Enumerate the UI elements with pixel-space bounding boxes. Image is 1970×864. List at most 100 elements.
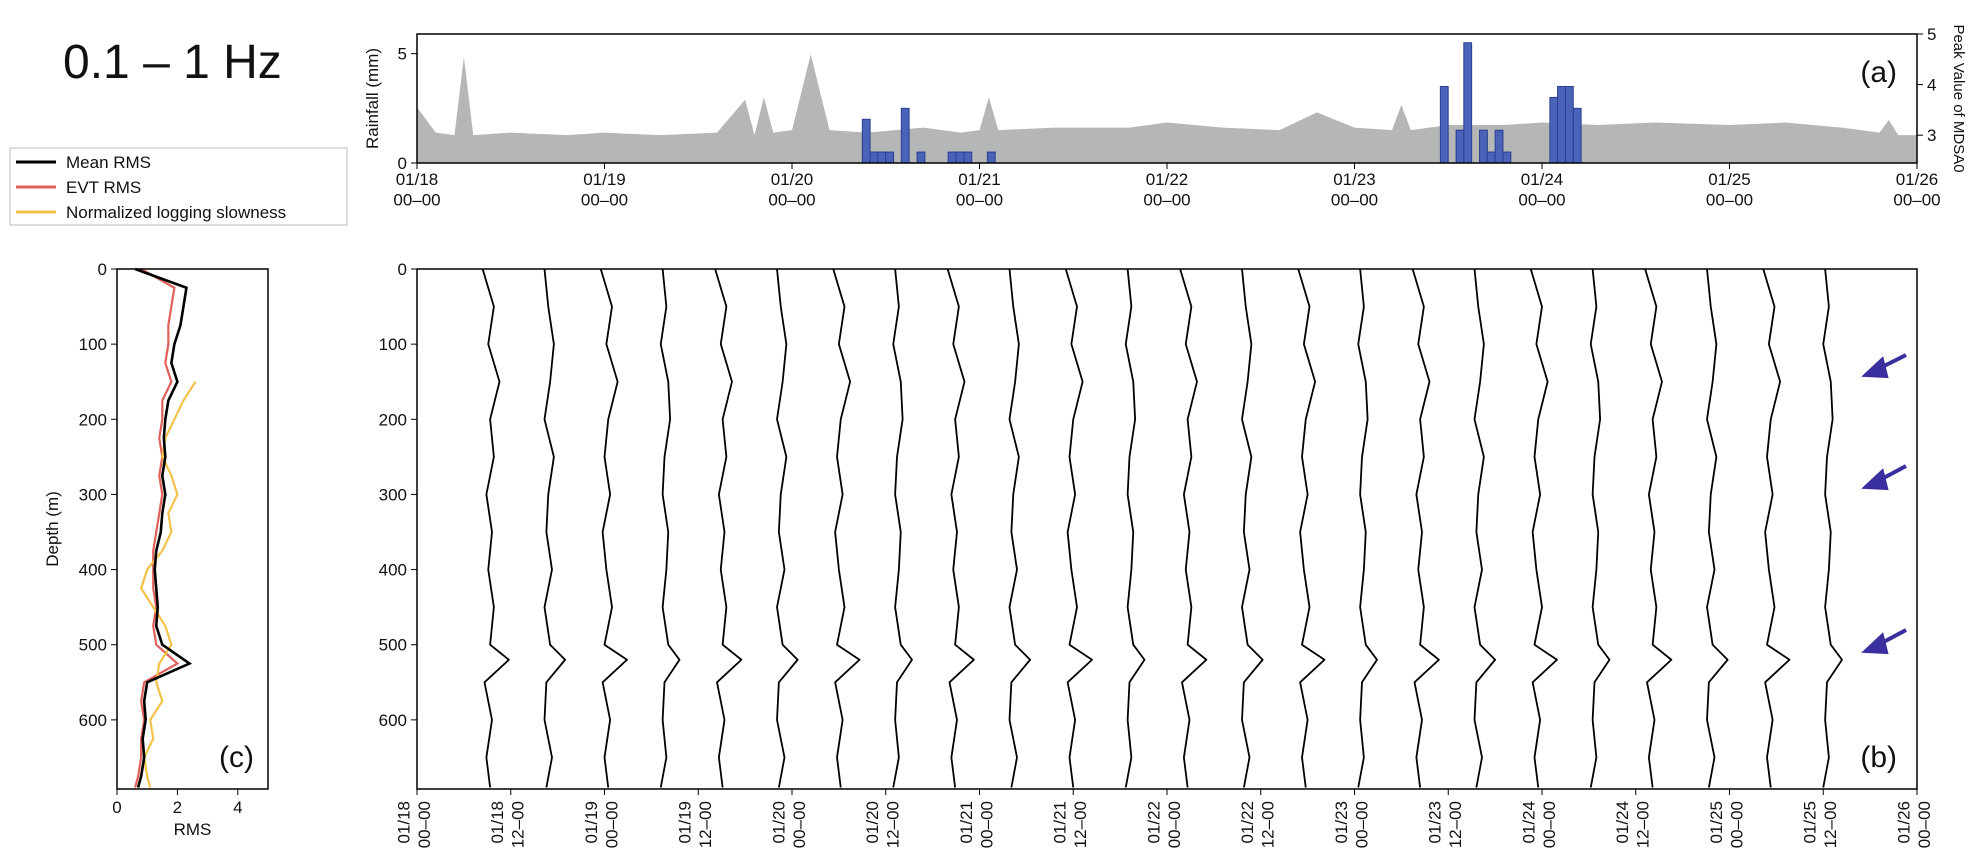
bar [1564, 85, 1574, 164]
label-line: 00–00 [1518, 190, 1565, 209]
x-tick-label: 01/1912–00 [676, 801, 715, 848]
x-tick-label: 01/2100–00 [957, 801, 996, 848]
label-line: 01/26 [1896, 170, 1939, 189]
label-line: 01/24 [1521, 170, 1564, 189]
label-line: 01/24 [1519, 801, 1538, 844]
line [134, 267, 193, 788]
label-line: 12–00 [696, 801, 715, 848]
legend-box [9, 147, 348, 226]
label-line: 12–00 [1259, 801, 1278, 848]
legend-label: EVT RMS [66, 178, 141, 197]
bar [955, 151, 965, 164]
bar [916, 151, 926, 164]
y-tick-label: 500 [379, 636, 407, 655]
bar [963, 151, 973, 164]
arrow-head [1861, 632, 1889, 655]
y2-tick-label: 3 [1927, 126, 1936, 145]
trace [892, 268, 913, 788]
bar [947, 151, 957, 164]
arrows [1861, 353, 1907, 655]
label-line: 12–00 [1446, 801, 1465, 848]
bar [1572, 107, 1582, 164]
x-tick-label: 01/1900–00 [582, 801, 621, 848]
label-line: 01/25 [1707, 801, 1726, 844]
trace [1473, 268, 1497, 788]
label-line: 00–00 [415, 801, 434, 848]
label-line: 00–00 [1893, 190, 1940, 209]
label-line: 01/21 [958, 170, 1001, 189]
x-tick-label: 01/2012–00 [863, 801, 902, 848]
label-line: 01/20 [863, 801, 882, 844]
label-line: 01/23 [1426, 801, 1445, 844]
trace [599, 268, 628, 788]
label-line: 01/19 [676, 801, 695, 844]
bar [869, 151, 879, 164]
bar [885, 151, 895, 164]
label-line: 12–00 [884, 801, 903, 848]
trace [1241, 268, 1264, 788]
label-line: 01/19 [582, 801, 601, 844]
label-line: 00–00 [1540, 801, 1559, 848]
line [139, 381, 197, 788]
label-line: 00–00 [977, 801, 996, 848]
label-line: 00–00 [1165, 801, 1184, 848]
y2-tick-label: 5 [1927, 25, 1936, 44]
y-tick-label: 500 [79, 636, 107, 655]
y-tick-label: 200 [79, 410, 107, 429]
label-line: 12–00 [1634, 801, 1653, 848]
x-tick-label: 01/2500–00 [1707, 801, 1746, 848]
bar [1494, 129, 1504, 164]
label-line: 01/22 [1146, 170, 1189, 189]
label-line: 00–00 [1352, 801, 1371, 848]
y-tick-label: 100 [379, 335, 407, 354]
trace [1179, 268, 1208, 788]
label-line: 00–00 [956, 190, 1003, 209]
trace [1411, 268, 1440, 788]
legend-label: Mean RMS [66, 153, 151, 172]
trace [832, 268, 861, 788]
panel-label: (a) [1860, 56, 1897, 89]
trace [946, 268, 975, 788]
label-line: 00–00 [1706, 190, 1753, 209]
label-line: 01/20 [769, 801, 788, 844]
label-line: 00–00 [393, 190, 440, 209]
trace [1762, 268, 1791, 788]
y-tick-label: 300 [79, 485, 107, 504]
label-line: 01/21 [1051, 801, 1070, 844]
label-line: 01/26 [1894, 801, 1913, 844]
trace [1297, 268, 1326, 788]
axes-frame [116, 268, 269, 790]
legend-label: Normalized logging slowness [66, 203, 286, 222]
trace [1589, 268, 1611, 788]
trace [481, 268, 510, 788]
label-line: 01/22 [1238, 801, 1257, 844]
x-axis-label: RMS [174, 820, 212, 839]
y-tick-label: 400 [79, 561, 107, 580]
x-tick-label: 01/2400–00 [1519, 801, 1558, 848]
x-tick-label: 01/2212–00 [1238, 801, 1277, 848]
y-tick-label: 0 [98, 260, 107, 279]
y2-tick-label: 4 [1927, 76, 1936, 95]
trace [714, 268, 743, 788]
label-line: 12–00 [1071, 801, 1090, 848]
label-line: 01/21 [957, 801, 976, 844]
y-tick-label: 600 [79, 711, 107, 730]
label-line: 01/24 [1613, 801, 1632, 844]
panel-label: (c) [219, 741, 254, 774]
label-line: 01/23 [1332, 801, 1351, 844]
label-line: 01/20 [771, 170, 814, 189]
x-tick-label: 01/2000–00 [769, 801, 808, 848]
bar [1502, 151, 1512, 164]
bar [877, 151, 887, 164]
y-tick-label: 0 [398, 154, 407, 173]
x-tick-label: 01/2412–00 [1613, 801, 1652, 848]
y-tick-label: 600 [379, 711, 407, 730]
